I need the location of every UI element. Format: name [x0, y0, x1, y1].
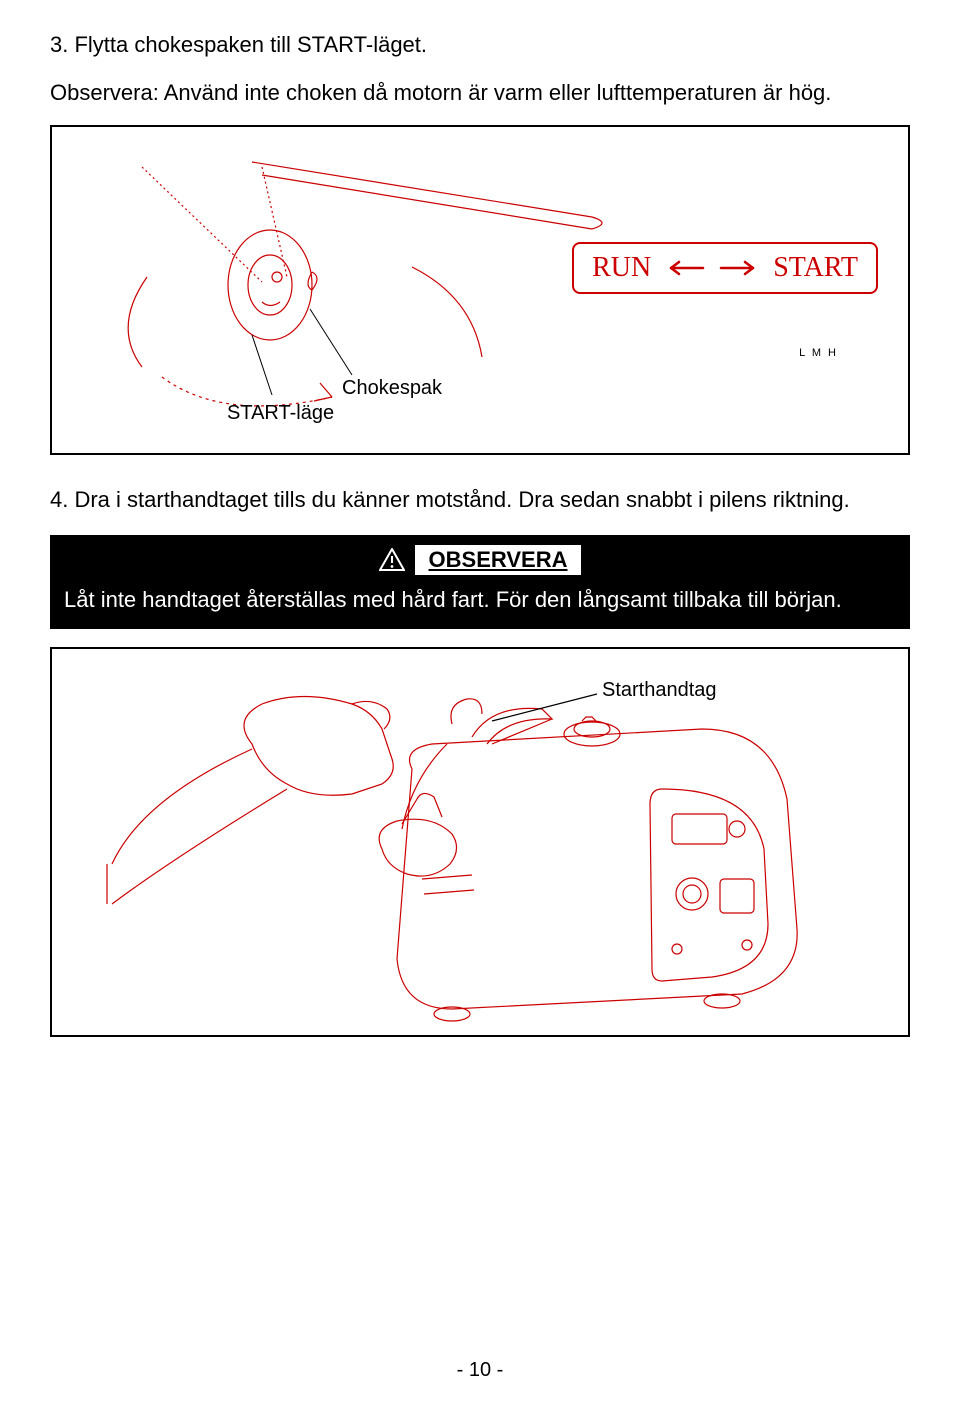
- warning-header: OBSERVERA: [64, 545, 896, 575]
- start-label: START: [773, 252, 858, 284]
- arrow-left-icon: [665, 258, 705, 278]
- figure-choke-lever: RUN START L M H Chokespak START-läge: [50, 125, 910, 455]
- figure-starter-handle: Starthandtag: [50, 647, 910, 1037]
- run-start-label-box: RUN START: [572, 242, 878, 294]
- chokespak-label: Chokespak: [342, 377, 442, 400]
- page-number: - 10 -: [0, 1359, 960, 1382]
- lmh-small-label: L M H: [799, 347, 838, 359]
- step3-line1: 3. Flytta chokespaken till START-läget.: [50, 30, 910, 60]
- arrow-right-icon: [719, 258, 759, 278]
- starter-diagram-svg: [52, 649, 908, 1035]
- warning-triangle-icon: [379, 548, 405, 572]
- warning-title: OBSERVERA: [415, 545, 582, 575]
- starthandtag-label: Starthandtag: [602, 679, 717, 702]
- run-label: RUN: [592, 252, 651, 284]
- step4-text: 4. Dra i starthandtaget tills du känner …: [50, 485, 910, 515]
- warning-text: Låt inte handtaget återställas med hård …: [64, 585, 896, 615]
- warning-box: OBSERVERA Låt inte handtaget återställas…: [50, 535, 910, 629]
- startlage-label: START-läge: [227, 402, 334, 425]
- step3-line2: Observera: Använd inte choken då motorn …: [50, 78, 910, 108]
